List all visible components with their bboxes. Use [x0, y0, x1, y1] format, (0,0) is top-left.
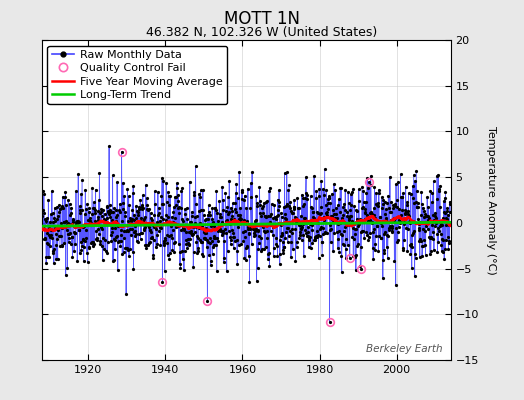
- Text: MOTT 1N: MOTT 1N: [224, 10, 300, 28]
- Legend: Raw Monthly Data, Quality Control Fail, Five Year Moving Average, Long-Term Tren: Raw Monthly Data, Quality Control Fail, …: [48, 46, 227, 104]
- Text: 46.382 N, 102.326 W (United States): 46.382 N, 102.326 W (United States): [146, 26, 378, 39]
- Text: Berkeley Earth: Berkeley Earth: [366, 344, 442, 354]
- Y-axis label: Temperature Anomaly (°C): Temperature Anomaly (°C): [486, 126, 496, 274]
